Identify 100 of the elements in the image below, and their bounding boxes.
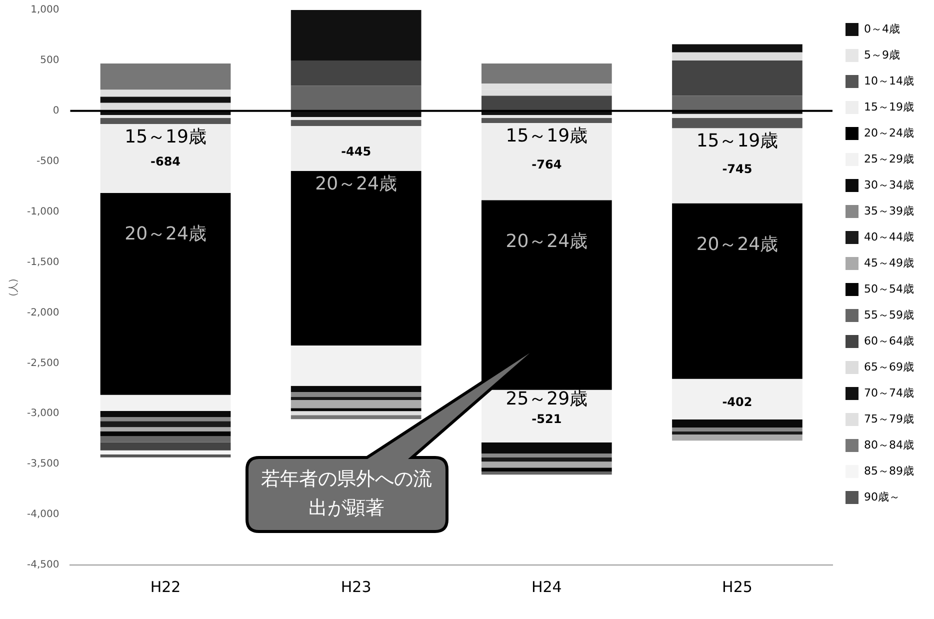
data-label: -521 bbox=[532, 412, 562, 426]
data-label: -445 bbox=[341, 144, 372, 159]
bar bbox=[100, 421, 231, 428]
bar bbox=[672, 128, 802, 204]
legend-label: 60～64歳 bbox=[864, 334, 914, 348]
bar bbox=[672, 419, 802, 428]
bar bbox=[481, 114, 612, 118]
bar bbox=[481, 442, 612, 454]
data-label: -764 bbox=[532, 158, 562, 172]
bar bbox=[100, 90, 231, 97]
y-axis-title: (人) bbox=[8, 278, 20, 296]
bar bbox=[100, 96, 231, 103]
bar bbox=[672, 427, 802, 432]
bar bbox=[672, 60, 802, 96]
bar bbox=[672, 44, 802, 52]
bar bbox=[481, 96, 612, 111]
bar bbox=[100, 394, 231, 412]
bar bbox=[481, 118, 612, 124]
bar bbox=[290, 346, 422, 386]
bar bbox=[481, 458, 612, 462]
y-tick-label: -2,500 bbox=[26, 358, 60, 369]
y-tick-label: -500 bbox=[36, 156, 60, 167]
bar bbox=[672, 378, 802, 420]
bar bbox=[481, 468, 612, 472]
bar bbox=[481, 390, 612, 442]
bar bbox=[100, 124, 231, 194]
bar bbox=[672, 432, 802, 435]
bar bbox=[481, 453, 612, 458]
bar bbox=[481, 462, 612, 468]
bar bbox=[100, 427, 231, 432]
bar bbox=[290, 408, 422, 412]
x-tick-label: H23 bbox=[340, 578, 372, 596]
y-tick-label: 1,000 bbox=[30, 4, 60, 16]
y-tick-label: -2,000 bbox=[26, 307, 60, 318]
bar bbox=[100, 63, 231, 90]
legend-label: 90歳～ bbox=[864, 490, 900, 504]
bar bbox=[290, 411, 422, 416]
data-label: -745 bbox=[722, 162, 752, 176]
bar bbox=[290, 116, 422, 120]
legend-label: 35～39歳 bbox=[864, 204, 914, 218]
legend-label: 30～34歳 bbox=[864, 178, 914, 192]
legend-label: 25～29歳 bbox=[864, 152, 914, 166]
annotation: 20～24歳 bbox=[696, 234, 778, 255]
legend-label: 45～49歳 bbox=[864, 256, 914, 270]
bar bbox=[481, 200, 612, 390]
bar bbox=[290, 86, 422, 111]
bar bbox=[290, 415, 422, 420]
bar bbox=[290, 126, 422, 171]
bar bbox=[290, 386, 422, 392]
annotation: 15～19歳 bbox=[506, 126, 588, 147]
y-tick-label: -1,000 bbox=[26, 206, 60, 218]
annotation: 20～24歳 bbox=[124, 224, 206, 245]
bar bbox=[672, 118, 802, 128]
bar bbox=[290, 396, 422, 400]
x-tick-label: H22 bbox=[150, 578, 181, 596]
bar bbox=[100, 118, 231, 124]
bar bbox=[100, 454, 231, 458]
x-tick-label: H24 bbox=[531, 578, 562, 596]
bar bbox=[290, 392, 422, 397]
bar bbox=[672, 434, 802, 441]
y-tick-label: -3,000 bbox=[26, 408, 60, 420]
bar bbox=[290, 120, 422, 126]
bar bbox=[100, 442, 231, 450]
annotation: 15～19歳 bbox=[696, 130, 778, 152]
bar bbox=[290, 400, 422, 408]
bar bbox=[481, 123, 612, 200]
x-tick-label: H25 bbox=[722, 578, 752, 596]
y-tick-label: 500 bbox=[40, 55, 60, 66]
legend-label: 20～24歳 bbox=[864, 126, 914, 140]
bar bbox=[100, 417, 231, 422]
bar bbox=[290, 10, 422, 60]
bar bbox=[672, 203, 802, 379]
annotation: 若年者の県外への流出が顕著 bbox=[260, 467, 434, 522]
bar bbox=[100, 436, 231, 442]
bar bbox=[672, 96, 802, 111]
data-label: -684 bbox=[150, 154, 181, 169]
legend-label: 75～79歳 bbox=[864, 412, 914, 426]
data-label: -402 bbox=[722, 395, 752, 410]
bar bbox=[100, 193, 231, 395]
bar bbox=[290, 170, 422, 346]
annotation: 20～24歳 bbox=[315, 174, 397, 195]
y-tick-label: -3,500 bbox=[26, 458, 60, 470]
annotation: 25～29歳 bbox=[506, 388, 588, 410]
annotation: 15～19歳 bbox=[124, 126, 206, 148]
y-tick-label: -1,500 bbox=[26, 256, 60, 268]
legend-label: 80～84歳 bbox=[864, 438, 914, 452]
bar bbox=[100, 411, 231, 418]
y-tick-label: 0 bbox=[52, 106, 60, 117]
bar bbox=[100, 450, 231, 454]
legend-label: 15～19歳 bbox=[864, 100, 914, 114]
bar bbox=[100, 431, 231, 436]
bar bbox=[672, 52, 802, 60]
legend-label: 70～74歳 bbox=[864, 386, 914, 400]
y-tick-label: -4,000 bbox=[26, 509, 60, 520]
bar bbox=[481, 63, 612, 84]
legend-label: 55～59歳 bbox=[864, 308, 914, 322]
legend-label: 65～69歳 bbox=[864, 360, 914, 374]
bar bbox=[481, 472, 612, 475]
bar bbox=[672, 114, 802, 118]
annotation: 20～24歳 bbox=[506, 230, 588, 252]
